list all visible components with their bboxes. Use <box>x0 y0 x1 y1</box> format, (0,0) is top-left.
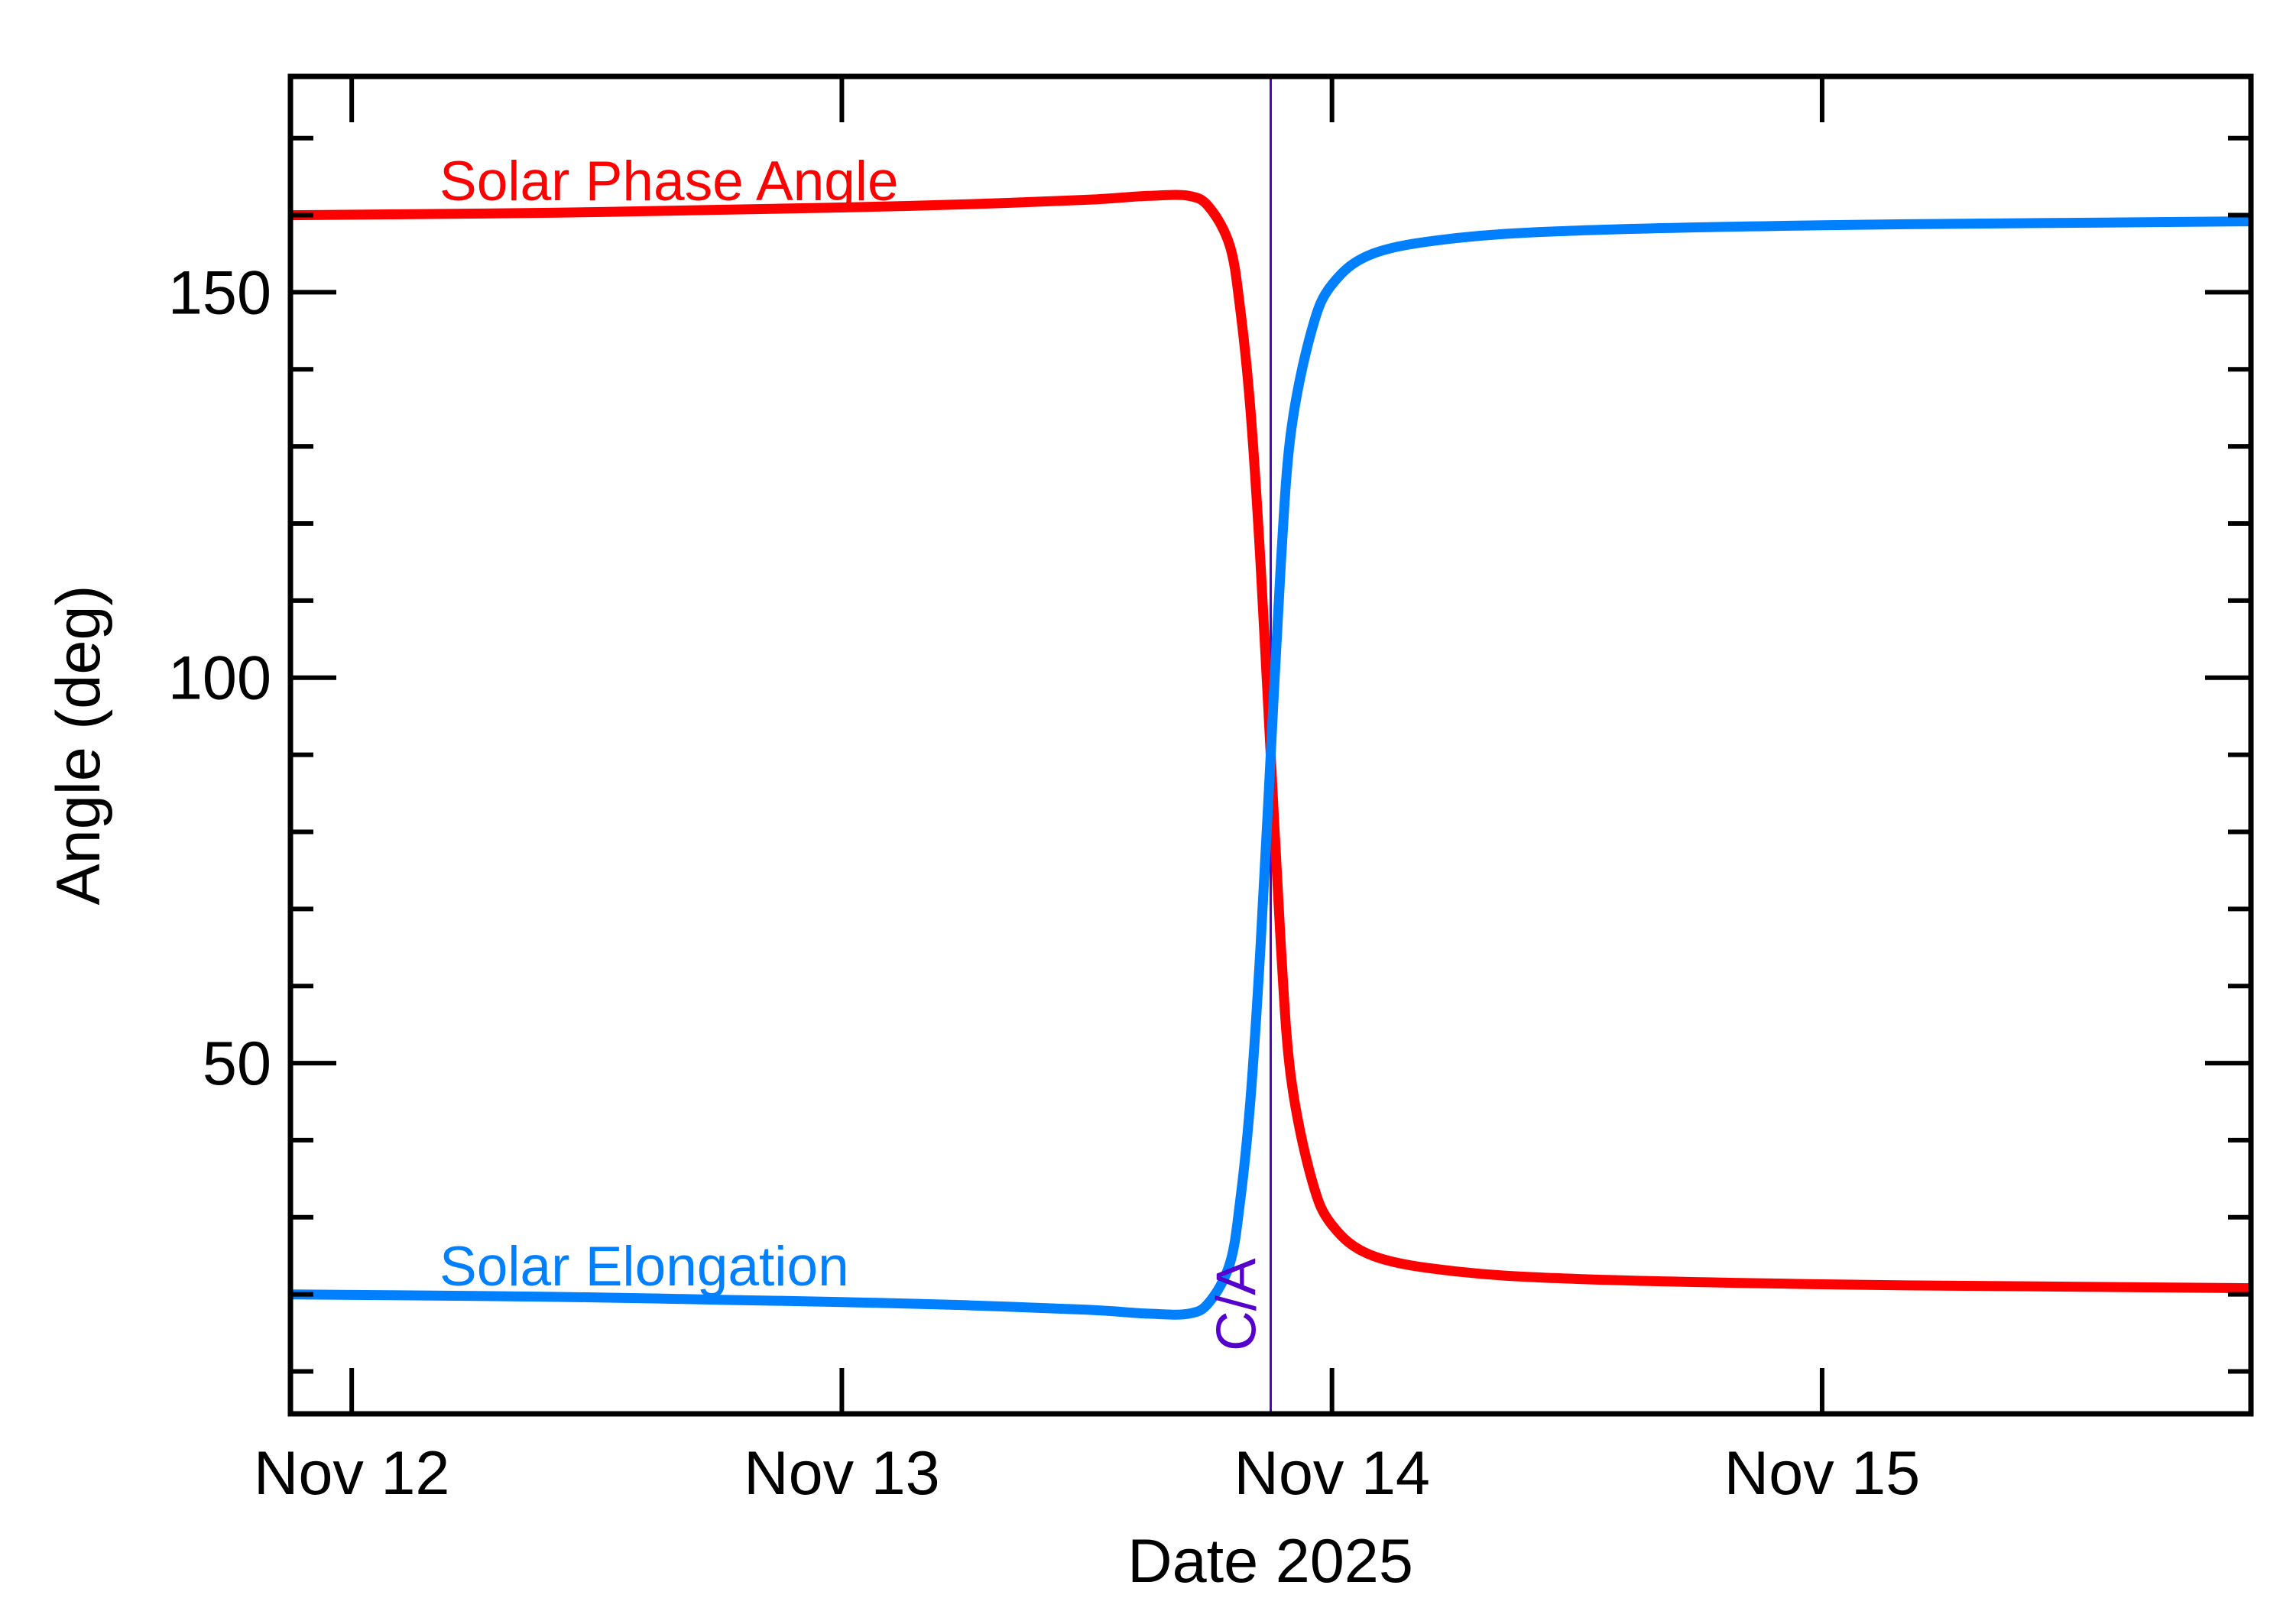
plot-frame <box>287 73 2254 1417</box>
y-axis-label: Angle (deg) <box>44 585 113 906</box>
y-tick-label: 50 <box>203 1029 271 1098</box>
y-tick-label: 100 <box>168 644 271 713</box>
series-line-solar-elongation <box>290 216 2251 1320</box>
tick-labels: Nov 12 Nov 13 Nov 14 Nov 15 50 100 150 <box>168 258 1920 1508</box>
x-axis-label: Date 2025 <box>1127 1527 1413 1596</box>
series-label: Solar Phase Angle <box>439 151 899 212</box>
x-tick-label: Nov 15 <box>1724 1439 1921 1508</box>
series-line-solar-phase-angle <box>290 190 2251 1294</box>
series-label: Solar Elongation <box>439 1236 849 1298</box>
closest-approach-label: C/A <box>1206 1258 1268 1351</box>
x-tick-label: Nov 12 <box>254 1439 450 1508</box>
x-tick-label: Nov 14 <box>1234 1439 1430 1508</box>
y-tick-label: 150 <box>168 258 271 327</box>
x-tick-label: Nov 13 <box>744 1439 940 1508</box>
axis-ticks <box>290 76 2251 1414</box>
